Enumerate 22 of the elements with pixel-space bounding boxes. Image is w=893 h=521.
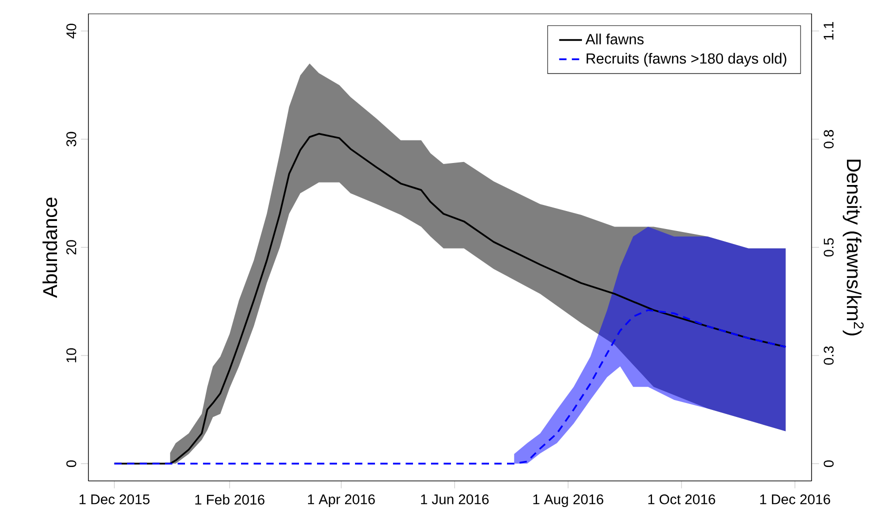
y2-tick-label: 0 xyxy=(824,460,834,468)
x-tick-label: 1 Aug 2016 xyxy=(533,494,604,508)
legend-label: All fawns xyxy=(586,34,644,44)
y2-tick-label: 0.3 xyxy=(824,346,834,365)
y-tick-label: 40 xyxy=(66,24,76,38)
y2-tick-label: 0.5 xyxy=(824,238,834,257)
y-tick-label: 30 xyxy=(66,132,76,146)
y-axis-title: Abundance xyxy=(42,198,58,298)
legend-label: Recruits (fawns >180 days old) xyxy=(586,52,786,67)
x-tick-label: 1 Dec 2015 xyxy=(80,494,150,504)
y-tick-label: 10 xyxy=(66,348,76,362)
y-tick-label: 0 xyxy=(66,460,76,468)
x-tick-label: 1 Feb 2016 xyxy=(195,494,264,505)
x-tick-label: 1 Jun 2016 xyxy=(421,494,489,504)
y2-axis-title: Density (fawns/km$^{2}$) xyxy=(842,160,864,336)
line-series xyxy=(113,309,787,465)
y2-tick-label: 1.1 xyxy=(824,22,834,40)
x-tick-label: 1 Oct 2016 xyxy=(648,494,716,504)
y-tick-label: 20 xyxy=(66,240,76,254)
x-tick-label: 1 Apr 2016 xyxy=(308,494,375,508)
x-tick-label: 1 Dec 2016 xyxy=(760,494,830,504)
y2-tick-label: 0.8 xyxy=(824,130,834,148)
